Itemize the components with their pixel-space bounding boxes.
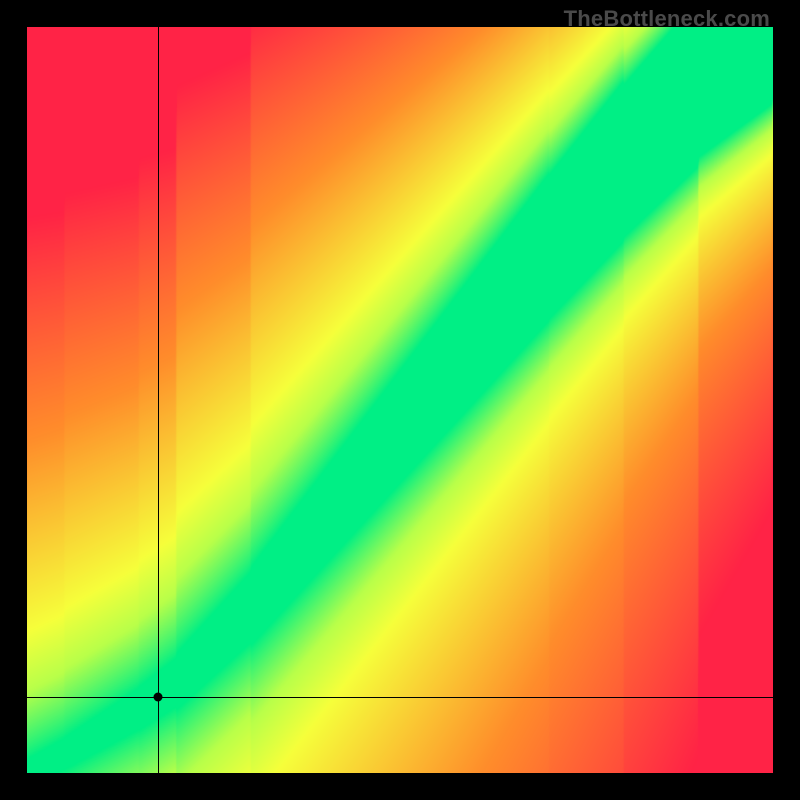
chart-container: TheBottleneck.com <box>0 0 800 800</box>
watermark-text: TheBottleneck.com <box>564 6 770 32</box>
crosshair-vertical <box>158 27 159 773</box>
plot-area <box>27 27 773 773</box>
crosshair-horizontal <box>27 697 773 698</box>
heatmap-canvas <box>27 27 773 773</box>
marker-dot <box>153 692 162 701</box>
